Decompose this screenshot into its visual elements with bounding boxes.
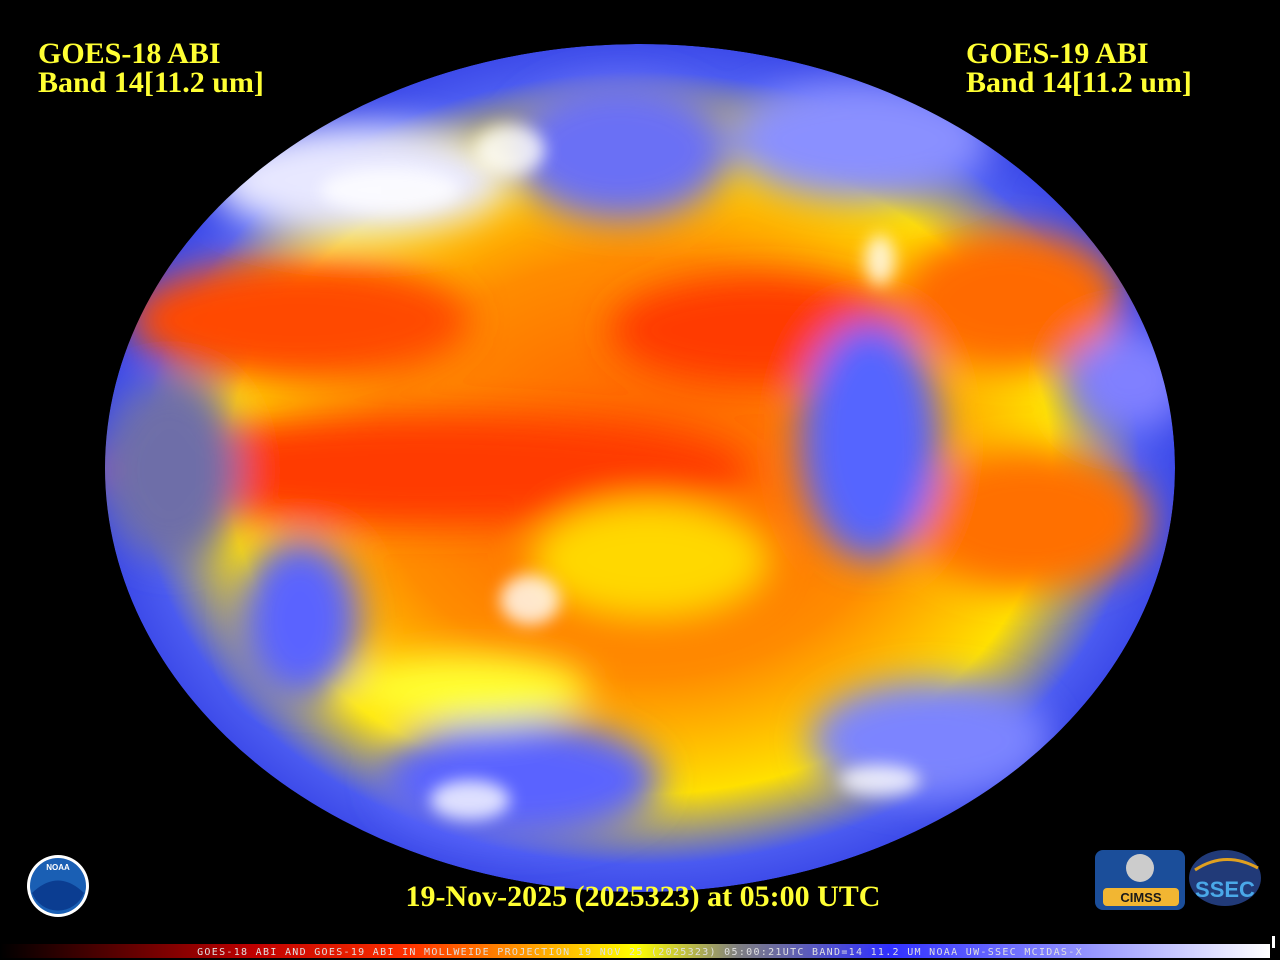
- noaa-logo: NOAA: [27, 855, 89, 917]
- right-satellite: GOES-19 ABI: [966, 37, 1149, 70]
- cursor-mark: [1272, 936, 1275, 948]
- cimss-logo: CIMSS: [1095, 850, 1185, 910]
- footer-caption: GOES-18 ABI AND GOES-19 ABI IN MOLLWEIDE…: [197, 947, 1083, 958]
- timestamp: 19-Nov-2025 (2025323) at 05:00 UTC: [406, 880, 881, 913]
- ssec-logo: SSEC: [1189, 850, 1261, 906]
- left-band: Band 14[11.2 um]: [38, 66, 264, 99]
- right-band: Band 14[11.2 um]: [966, 66, 1192, 99]
- cimss-label: CIMSS: [1120, 890, 1162, 905]
- ssec-label: SSEC: [1195, 877, 1255, 902]
- globe-image: [105, 44, 1175, 892]
- color-bar: [0, 944, 1270, 958]
- noaa-label: NOAA: [46, 863, 70, 872]
- left-satellite: GOES-18 ABI: [38, 37, 221, 70]
